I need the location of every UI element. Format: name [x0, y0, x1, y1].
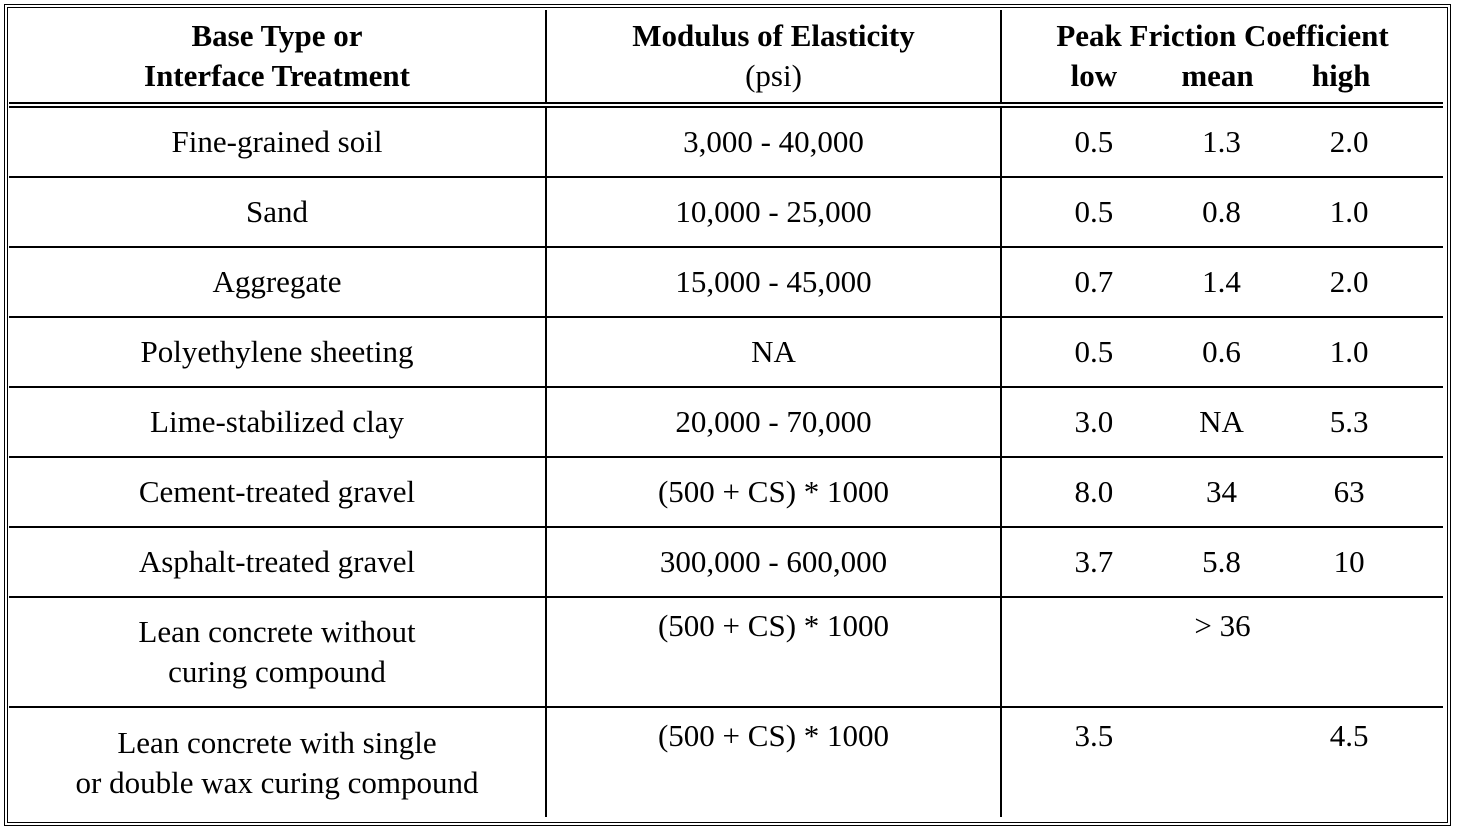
friction-low: 0.7: [1074, 264, 1114, 299]
friction-cell: > 36: [1000, 596, 1443, 708]
base-type-cell: Polyethylene sheeting: [9, 316, 547, 388]
modulus-cell: 20,000 - 70,000: [545, 386, 1002, 458]
header-row: Base Type or Interface Treatment Modulus…: [9, 10, 1443, 108]
friction-low: 8.0: [1074, 474, 1114, 509]
header-friction: Peak Friction Coefficient low mean high: [1000, 10, 1443, 108]
table-row: Fine-grained soil 3,000 - 40,000 0.5 1.3…: [9, 104, 1443, 178]
friction-cell: 3.7 5.8 10: [1000, 526, 1443, 598]
modulus-cell: 3,000 - 40,000: [545, 104, 1002, 178]
base-type-line1: Lean concrete with single: [117, 724, 437, 760]
friction-cell: 0.5 0.8 1.0: [1000, 176, 1443, 248]
friction-cell: 3.5 4.5: [1000, 706, 1443, 817]
friction-cell: 8.0 34 63: [1000, 456, 1443, 528]
header-base-type: Base Type or Interface Treatment: [9, 10, 547, 108]
table-row: Lean concrete without curing compound (5…: [9, 596, 1443, 708]
friction-cell: 0.5 0.6 1.0: [1000, 316, 1443, 388]
table-row: Lime-stabilized clay 20,000 - 70,000 3.0…: [9, 386, 1443, 458]
friction-low: 0.5: [1074, 194, 1114, 229]
modulus-cell: (500 + CS) * 1000: [545, 706, 1002, 817]
table-row: Sand 10,000 - 25,000 0.5 0.8 1.0: [9, 176, 1443, 248]
friction-mean-empty: [1166, 716, 1276, 756]
friction-high: 4.5: [1329, 718, 1369, 753]
modulus-cell: NA: [545, 316, 1002, 388]
friction-low: 0.5: [1074, 334, 1114, 369]
friction-low: 3.5: [1074, 718, 1114, 753]
friction-low: 0.5: [1074, 124, 1114, 159]
modulus-cell: (500 + CS) * 1000: [545, 596, 1002, 708]
modulus-cell: (500 + CS) * 1000: [545, 456, 1002, 528]
friction-high: 5.3: [1329, 404, 1369, 439]
base-type-line1: Lean concrete without: [138, 614, 416, 649]
friction-high: 1.0: [1329, 194, 1369, 229]
header-friction-low: low: [1070, 58, 1118, 93]
table-row: Asphalt-treated gravel 300,000 - 600,000…: [9, 526, 1443, 598]
friction-high: 63: [1333, 474, 1365, 509]
base-type-cell: Aggregate: [9, 246, 547, 318]
friction-high: 2.0: [1329, 264, 1369, 299]
header-modulus: Modulus of Elasticity (psi): [545, 10, 1002, 108]
header-modulus-unit: (psi): [745, 58, 802, 93]
friction-mean: 1.4: [1202, 264, 1241, 299]
friction-cell: 0.5 1.3 2.0: [1000, 104, 1443, 178]
modulus-cell: 10,000 - 25,000: [545, 176, 1002, 248]
header-base-type-line2: Interface Treatment: [144, 58, 410, 93]
header-base-type-line1: Base Type or: [191, 18, 363, 53]
base-type-cell: Lime-stabilized clay: [9, 386, 547, 458]
friction-mean: NA: [1199, 404, 1244, 439]
table-row: Lean concrete with single or double wax …: [9, 706, 1443, 817]
friction-mean: 0.6: [1202, 334, 1241, 369]
table-frame: [4, 4, 1451, 826]
base-type-cell: Asphalt-treated gravel: [9, 526, 547, 598]
base-type-cell: Lean concrete with single or double wax …: [9, 706, 547, 817]
header-modulus-line1: Modulus of Elasticity: [632, 18, 915, 53]
base-type-cell: Cement-treated gravel: [9, 456, 547, 528]
base-type-cell: Fine-grained soil: [9, 104, 547, 178]
friction-mean: 0.8: [1202, 194, 1241, 229]
table-row: Polyethylene sheeting NA 0.5 0.6 1.0: [9, 316, 1443, 388]
friction-low: 3.0: [1074, 404, 1114, 439]
friction-mean: 1.3: [1202, 124, 1241, 159]
base-type-line2: curing compound: [168, 654, 386, 689]
base-type-cell: Lean concrete without curing compound: [9, 596, 547, 708]
friction-cell: 3.0 NA 5.3: [1000, 386, 1443, 458]
friction-cell: 0.7 1.4 2.0: [1000, 246, 1443, 318]
header-friction-subcols: low mean high: [1002, 56, 1443, 96]
base-type-line2: or double wax curing compound: [75, 764, 479, 800]
friction-mean: 34: [1205, 474, 1237, 509]
friction-high: 1.0: [1329, 334, 1369, 369]
table-row: Aggregate 15,000 - 45,000 0.7 1.4 2.0: [9, 246, 1443, 318]
header-friction-title: Peak Friction Coefficient: [1056, 18, 1389, 53]
base-type-cell: Sand: [9, 176, 547, 248]
friction-high: 10: [1333, 544, 1365, 579]
table-row: Cement-treated gravel (500 + CS) * 1000 …: [9, 456, 1443, 528]
header-friction-high: high: [1311, 58, 1371, 93]
friction-high: 2.0: [1329, 124, 1369, 159]
modulus-cell: 15,000 - 45,000: [545, 246, 1002, 318]
modulus-cell: 300,000 - 600,000: [545, 526, 1002, 598]
header-friction-mean: mean: [1181, 58, 1254, 93]
friction-mean: 5.8: [1202, 544, 1241, 579]
friction-low: 3.7: [1074, 544, 1114, 579]
friction-table: Base Type or Interface Treatment Modulus…: [9, 10, 1443, 817]
